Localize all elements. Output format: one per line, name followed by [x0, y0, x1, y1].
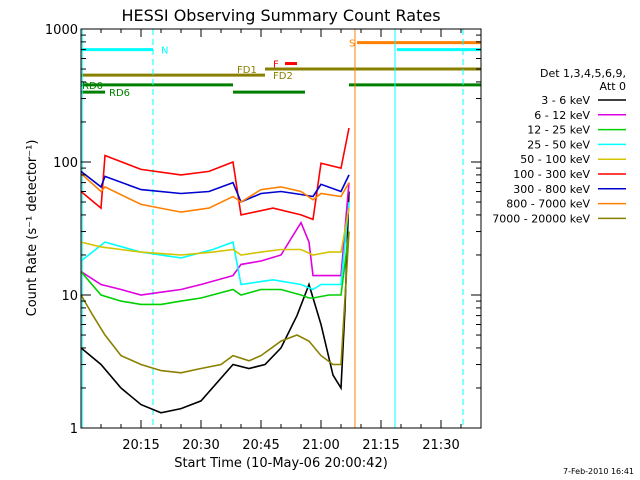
legend-label-5: 100 - 300 keV: [513, 168, 590, 181]
series-layer: [80, 127, 350, 414]
legend-label-2: 12 - 25 keV: [527, 124, 590, 137]
x-tick-label-0: 20:15: [122, 438, 159, 453]
series-line-2-0: [80, 231, 350, 306]
flag-label-s: S: [349, 39, 355, 50]
vertical-markers-layer: [81, 29, 464, 428]
footer-date: 7-Feb-2010 16:41: [563, 467, 634, 476]
y-axis: 1 10 100 1000: [45, 23, 481, 437]
legend-label-8: 7000 - 20000 keV: [492, 212, 590, 225]
series-line-7-0: [80, 172, 350, 213]
x-tick-label-3: 21:00: [302, 438, 339, 453]
flag-label-rd6: RD6: [109, 88, 130, 99]
flag-bars-layer: N S F FD1 FD2 RD0 RD6: [81, 39, 481, 99]
legend-label-0: 3 - 6 keV: [541, 94, 590, 107]
x-tick-label-1: 20:30: [182, 438, 219, 453]
chart-title: HESSI Observing Summary Count Rates: [121, 6, 440, 25]
plot-frame: [80, 28, 482, 429]
x-tick-label-2: 20:45: [242, 438, 279, 453]
flag-label-f: F: [273, 60, 279, 71]
series-line-5-0: [80, 127, 350, 221]
legend-title-line-0: Det 1,3,4,5,6,9,: [540, 67, 626, 80]
x-axis-label: Start Time (10-May-06 20:00:42): [174, 456, 388, 471]
flag-label-n: N: [161, 46, 168, 57]
y-tick-label-0: 1: [70, 422, 78, 437]
x-tick-label-4: 21:15: [362, 438, 399, 453]
legend-label-6: 300 - 800 keV: [513, 183, 590, 196]
y-tick-label-2: 100: [53, 156, 78, 171]
y-axis-label: Count Rate (s⁻¹ detector⁻¹): [25, 140, 40, 317]
series-line-8-0: [80, 231, 350, 374]
legend-label-7: 800 - 7000 keV: [506, 198, 590, 211]
series-line-4-0: [80, 207, 350, 256]
legend-label-4: 50 - 100 keV: [520, 153, 590, 166]
series-line-0-0: [80, 191, 350, 414]
y-tick-label-3: 1000: [45, 23, 78, 38]
x-axis: 20:15 20:30 20:45 21:00 21:15 21:30: [80, 29, 482, 453]
series-line-1-0: [80, 182, 350, 296]
flag-label-fd2: FD2: [273, 71, 293, 82]
legend-title-line-1: Att 0: [600, 80, 626, 93]
flag-label-fd1: FD1: [237, 65, 257, 76]
x-tick-label-5: 21:30: [422, 438, 459, 453]
legend: Det 1,3,4,5,6,9,Att 0 3 - 6 keV 6 - 12 keV…: [492, 67, 626, 225]
y-tick-label-1: 10: [61, 289, 78, 304]
legend-label-1: 6 - 12 keV: [534, 109, 590, 122]
flag-label-rd0: RD0: [82, 81, 103, 92]
legend-label-3: 25 - 50 keV: [527, 138, 590, 151]
